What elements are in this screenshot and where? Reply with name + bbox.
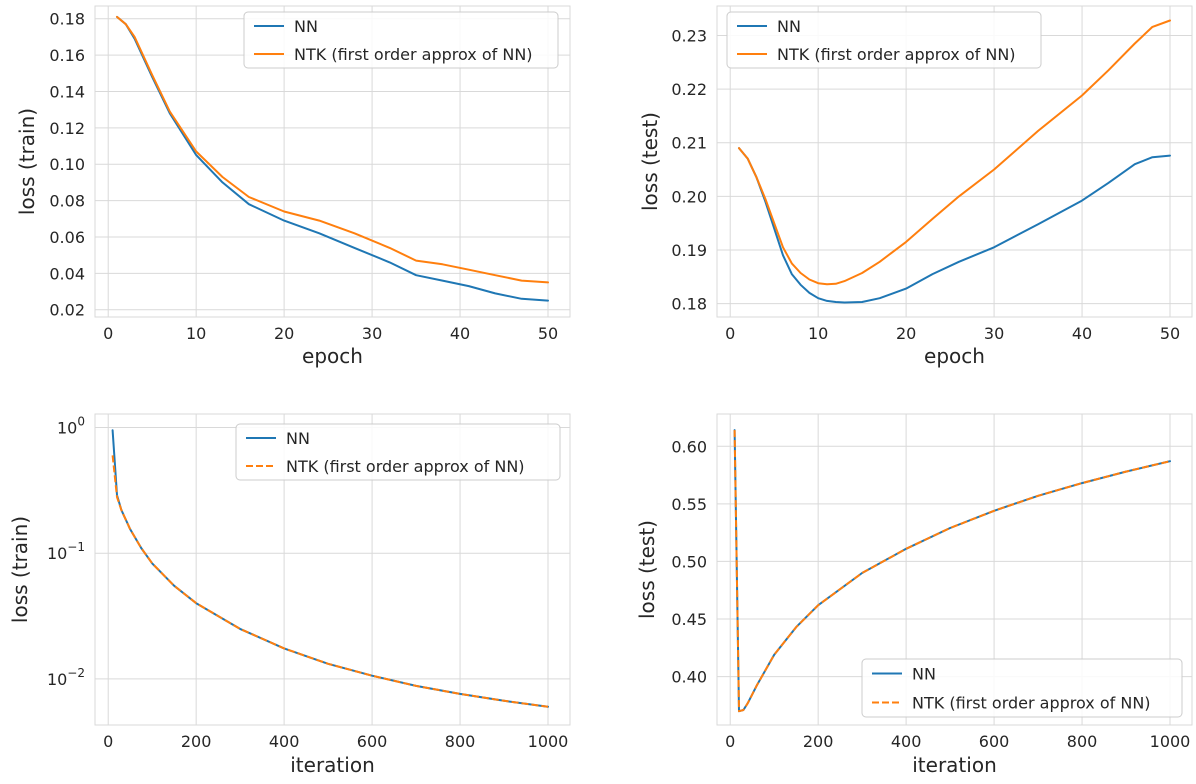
series-line-ntk	[116, 15, 549, 284]
y-tick-label: 0.55	[671, 495, 707, 514]
chart-panel-4: 0 200 400 600 800 1000 0.40 0.45 0.50 0.55 0.60 ite…	[635, 413, 1193, 777]
legend-label: NTK (first order approx of NN)	[912, 694, 1151, 713]
legend: NN NTK (first order approx of NN)	[726, 11, 1042, 69]
chart-panel-2: 0 10 20 30 40 50 0.18 0.19 0.20 0.21 0.22 0.23 epoch…	[638, 5, 1193, 368]
x-tick-label: 800	[1067, 732, 1098, 751]
x-tick-label: 1000	[528, 732, 569, 751]
legend-box	[243, 11, 559, 69]
x-tick-label: 200	[181, 732, 212, 751]
x-tick-label: 20	[896, 324, 916, 343]
y-tick-label: 0.45	[671, 610, 707, 629]
series-line-nn	[738, 147, 1171, 304]
x-tick-label: 800	[445, 732, 476, 751]
y-axis-label: loss (train)	[8, 516, 32, 623]
y-tick-label: 0.02	[49, 301, 85, 320]
series-line-ntk	[111, 455, 549, 708]
x-tick-label: 10	[808, 324, 828, 343]
legend: NN NTK (first order approx of NN)	[235, 423, 561, 481]
y-tick-label: 0.18	[671, 295, 707, 314]
x-axis-label: epoch	[302, 344, 363, 368]
legend-label: NTK (first order approx of NN)	[286, 457, 525, 476]
x-tick-label: 40	[450, 324, 470, 343]
x-tick-label: 400	[269, 732, 300, 751]
x-tick-label: 0	[725, 732, 735, 751]
x-tick-label: 200	[803, 732, 834, 751]
x-tick-label: 30	[984, 324, 1004, 343]
legend-label: NTK (first order approx of NN)	[777, 45, 1016, 64]
x-tick-label: 600	[979, 732, 1010, 751]
chart-panel-1: 0 10 20 30 40 50 0.02 0.04 0.06 0.08 0.10 0.12 0.14 0…	[15, 5, 571, 368]
y-axis-label: loss (test)	[635, 520, 659, 619]
y-tick-label: 0.22	[671, 80, 707, 99]
series-line-ntk	[738, 19, 1171, 286]
x-tick-label: 600	[357, 732, 388, 751]
x-tick-label: 40	[1072, 324, 1092, 343]
y-axis-label: loss (train)	[15, 108, 39, 215]
y-tick-label: 10−1	[47, 540, 85, 563]
y-tick-label: 0.19	[671, 241, 707, 260]
y-tick-label: 0.14	[49, 82, 85, 101]
legend-label: NN	[912, 665, 936, 684]
x-axis-label: iteration	[912, 753, 997, 777]
x-tick-label: 0	[103, 732, 113, 751]
legend-box	[861, 658, 1183, 718]
x-tick-label: 10	[186, 324, 206, 343]
y-tick-label: 0.20	[671, 187, 707, 206]
y-tick-label: 0.40	[671, 668, 707, 687]
x-tick-label: 400	[891, 732, 922, 751]
legend: NN NTK (first order approx of NN)	[243, 11, 559, 69]
legend: NN NTK (first order approx of NN)	[861, 658, 1183, 718]
y-tick-label: 0.18	[49, 10, 85, 29]
x-tick-label: 30	[362, 324, 382, 343]
y-tick-label: 0.06	[49, 228, 85, 247]
legend-label: NN	[294, 17, 318, 36]
x-tick-label: 20	[274, 324, 294, 343]
y-tick-label: 0.23	[671, 26, 707, 45]
x-tick-label: 1000	[1150, 732, 1191, 751]
y-tick-label: 0.60	[671, 437, 707, 456]
x-axis-label: epoch	[924, 344, 985, 368]
series-line-ntk	[733, 430, 1171, 713]
legend-box	[726, 11, 1042, 69]
y-tick-label: 0.10	[49, 155, 85, 174]
x-tick-label: 50	[1160, 324, 1180, 343]
y-axis-label: loss (test)	[638, 112, 662, 211]
y-tick-label: 10−2	[47, 666, 85, 689]
x-axis-label: iteration	[290, 753, 375, 777]
y-tick-label: 0.50	[671, 552, 707, 571]
x-tick-label: 50	[538, 324, 558, 343]
legend-label: NN	[286, 429, 310, 448]
y-tick-label: 0.21	[671, 134, 707, 153]
y-tick-label: 100	[57, 414, 85, 437]
y-tick-label: 0.04	[49, 264, 85, 283]
x-tick-label: 0	[725, 324, 735, 343]
legend-label: NN	[777, 17, 801, 36]
y-tick-label: 0.16	[49, 46, 85, 65]
y-tick-label: 0.12	[49, 119, 85, 138]
chart-panel-3: 0 200 400 600 800 1000 100 10−1 10−2 iteration los…	[8, 413, 571, 777]
x-tick-label: 0	[103, 324, 113, 343]
legend-label: NTK (first order approx of NN)	[294, 45, 533, 64]
legend-box	[235, 423, 561, 481]
y-tick-label: 0.08	[49, 192, 85, 211]
